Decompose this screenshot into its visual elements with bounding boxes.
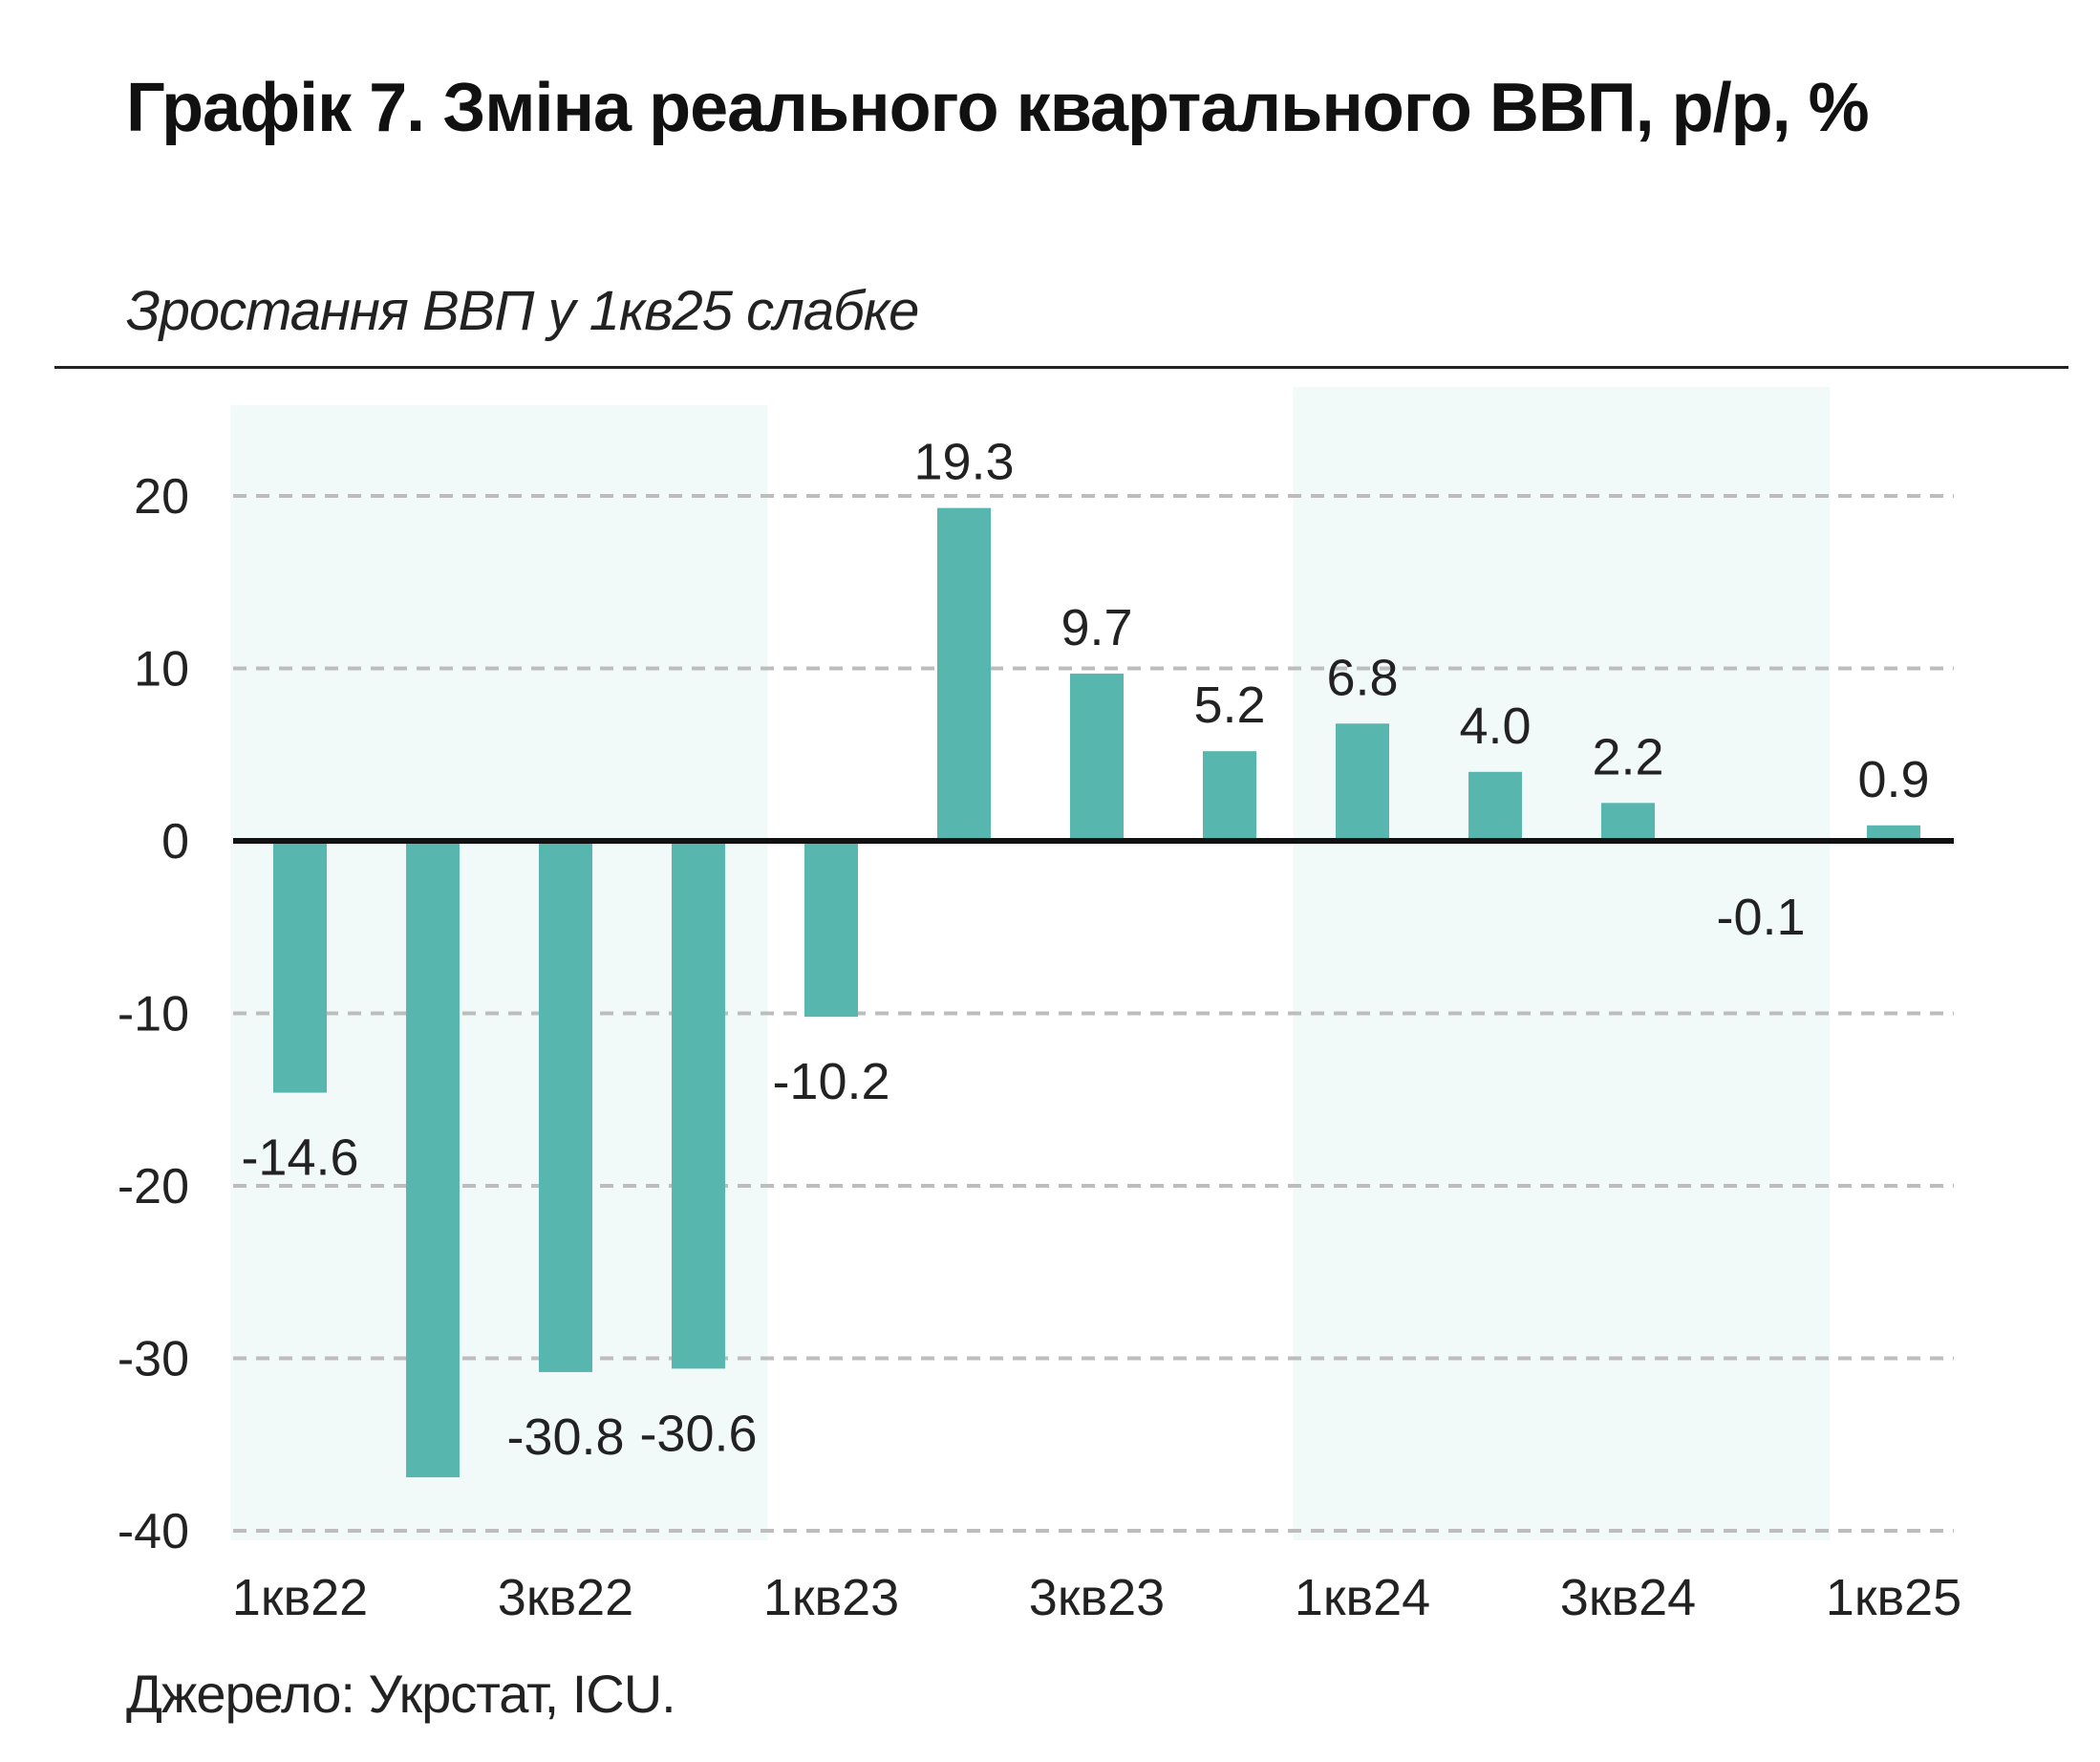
bar-1кв24 bbox=[1336, 723, 1389, 841]
x-axis-ticks: 1кв22 3кв22 1кв23 3кв23 1кв24 3кв24 1кв25 bbox=[232, 1569, 1961, 1626]
bar-4кв22 bbox=[672, 841, 725, 1369]
y-tick-label: -30 bbox=[118, 1332, 189, 1387]
data-label: 4.0 bbox=[1459, 698, 1531, 755]
data-label: -30.6 bbox=[639, 1405, 757, 1462]
y-tick-label: 20 bbox=[134, 469, 189, 525]
data-labels: -14.6 -30.8 -30.6 -10.2 19.3 9.7 5.2 6.8 4.0 2.2 -… bbox=[241, 434, 1929, 1466]
bar-2кв24 bbox=[1468, 771, 1522, 841]
bar-3кв24 bbox=[1601, 803, 1655, 841]
bar-4кв23 bbox=[1203, 751, 1256, 841]
bar-1кв25 bbox=[1867, 825, 1920, 841]
gridlines bbox=[233, 494, 1954, 1533]
data-label: -14.6 bbox=[241, 1129, 358, 1187]
x-tick-label: 3кв22 bbox=[498, 1569, 633, 1626]
y-tick-label: 0 bbox=[161, 814, 189, 870]
x-tick-label: 1кв25 bbox=[1826, 1569, 1961, 1626]
data-label: 2.2 bbox=[1592, 728, 1663, 785]
x-tick-label: 3кв24 bbox=[1560, 1569, 1696, 1626]
y-tick-label: -10 bbox=[118, 987, 189, 1042]
data-label: 6.8 bbox=[1326, 649, 1398, 706]
data-label: -10.2 bbox=[772, 1053, 889, 1110]
data-label: -30.8 bbox=[506, 1408, 624, 1466]
source-note: Джерело: Укрстат, ICU. bbox=[126, 1664, 676, 1724]
data-label: 5.2 bbox=[1193, 677, 1265, 734]
bar-1кв22 bbox=[273, 841, 327, 1093]
x-tick-label: 3кв23 bbox=[1029, 1569, 1165, 1626]
y-tick-label: 10 bbox=[134, 642, 189, 698]
shaded-periods bbox=[230, 387, 1831, 1540]
data-label: 19.3 bbox=[913, 434, 1014, 491]
y-axis-ticks: 20 10 0 -10 -20 -30 -40 bbox=[118, 469, 189, 1559]
y-tick-label: -40 bbox=[118, 1504, 189, 1559]
bar-2кв22 bbox=[406, 841, 460, 1478]
chart-subtitle: Зростання ВВП у 1кв25 слабке bbox=[126, 280, 919, 342]
x-tick-label: 1кв24 bbox=[1295, 1569, 1430, 1626]
data-label: 0.9 bbox=[1857, 751, 1929, 808]
bar-3кв22 bbox=[539, 841, 592, 1372]
data-label: -0.1 bbox=[1716, 889, 1805, 946]
shaded-period bbox=[1293, 387, 1831, 1540]
y-tick-label: -20 bbox=[118, 1159, 189, 1214]
title-divider bbox=[54, 366, 2068, 369]
x-tick-label: 1кв23 bbox=[763, 1569, 899, 1626]
bars bbox=[273, 507, 1920, 1478]
chart-title: Графік 7. Зміна реального квартального В… bbox=[126, 70, 1870, 146]
bar-2кв23 bbox=[937, 507, 991, 841]
data-label: 9.7 bbox=[1061, 599, 1132, 656]
x-tick-label: 1кв22 bbox=[232, 1569, 368, 1626]
bar-1кв23 bbox=[804, 841, 858, 1018]
bar-3кв23 bbox=[1070, 673, 1124, 841]
